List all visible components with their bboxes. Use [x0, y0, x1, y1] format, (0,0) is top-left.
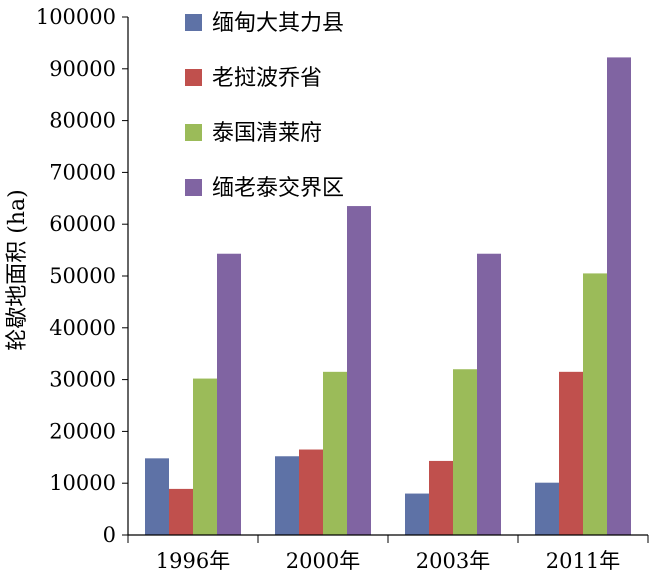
bar-series-1-cat-3: [559, 371, 583, 535]
y-tick-label: 50000: [49, 264, 116, 288]
bar-series-2-cat-3: [583, 273, 607, 535]
bars-group: [145, 57, 631, 536]
legend-swatch: [185, 69, 202, 86]
bar-series-0-cat-0: [145, 458, 169, 535]
bar-series-0-cat-3: [535, 482, 559, 535]
bar-series-3-cat-0: [217, 253, 241, 535]
x-tick-label: 2003年: [416, 549, 490, 573]
y-tick-label: 20000: [49, 419, 116, 443]
x-tick-label: 2000年: [286, 549, 360, 573]
x-axis-ticks: 1996年 2000年 2003年 2011年: [127, 535, 649, 573]
y-tick-label: 0: [103, 523, 116, 547]
x-tick-label: 1996年: [156, 549, 230, 573]
y-tick-label: 10000: [49, 471, 116, 495]
bar-series-0-cat-2: [405, 493, 429, 535]
y-tick-label: 40000: [49, 316, 116, 340]
axes: [127, 17, 648, 536]
legend-swatch: [185, 179, 202, 196]
y-tick-label: 90000: [49, 57, 116, 81]
legend-label: 老挝波乔省: [212, 66, 322, 91]
bar-series-1-cat-2: [429, 460, 453, 535]
bar-series-3-cat-3: [607, 57, 631, 536]
bar-series-1-cat-0: [169, 488, 193, 535]
y-tick-label: 70000: [49, 160, 116, 184]
bar-series-2-cat-2: [453, 369, 477, 535]
y-tick-label: 80000: [49, 109, 116, 133]
legend-swatch: [185, 14, 202, 31]
bar-series-3-cat-1: [347, 206, 371, 535]
bar-series-2-cat-1: [323, 371, 347, 535]
y-axis-ticks: 0 10000 20000 30000 40000 50000 60000 70000 8000…: [36, 5, 128, 547]
legend-label: 泰国清莱府: [212, 121, 322, 146]
y-tick-label: 60000: [49, 212, 116, 236]
y-tick-label: 100000: [36, 5, 116, 29]
y-tick-label: 30000: [49, 368, 116, 392]
bar-series-0-cat-1: [275, 456, 299, 535]
y-axis-label: 轮歇地面积 (ha): [5, 189, 30, 350]
bar-series-2-cat-0: [193, 378, 217, 535]
legend-label: 缅甸大其力县: [212, 11, 344, 36]
legend-swatch: [185, 124, 202, 141]
bar-series-3-cat-2: [477, 253, 501, 535]
legend-label: 缅老泰交界区: [212, 176, 344, 201]
x-tick-label: 2011年: [546, 549, 620, 573]
bar-series-1-cat-1: [299, 449, 323, 535]
